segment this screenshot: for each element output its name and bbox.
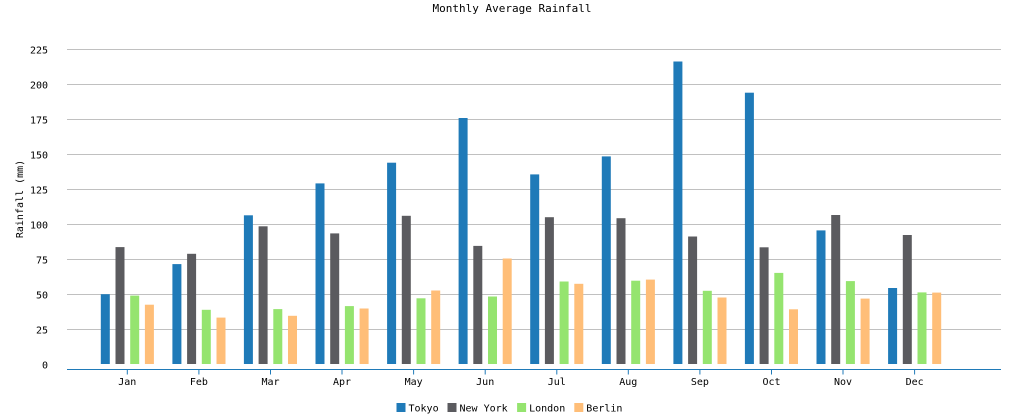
bar-london-apr[interactable] xyxy=(344,306,354,364)
bar-new-york-feb[interactable] xyxy=(187,253,197,364)
y-tick-label: 0 xyxy=(42,361,48,372)
bar-berlin-feb[interactable] xyxy=(216,317,226,364)
bar-tokyo-mar[interactable] xyxy=(243,215,253,364)
bar-tokyo-may[interactable] xyxy=(387,162,397,364)
bar-new-york-jun[interactable] xyxy=(473,245,483,364)
legend-label: New York xyxy=(460,404,508,415)
bar-new-york-nov[interactable] xyxy=(831,215,841,364)
y-tick-label: 175 xyxy=(30,116,48,127)
legend-label: London xyxy=(529,404,565,415)
x-tick-label: Oct xyxy=(762,377,780,388)
y-tick-label: 50 xyxy=(36,291,48,302)
legend-item-berlin[interactable]: Berlin xyxy=(574,403,622,415)
bar-london-aug[interactable] xyxy=(631,280,641,364)
bar-tokyo-apr[interactable] xyxy=(315,183,325,364)
bar-berlin-jan[interactable] xyxy=(144,304,154,364)
chart-title: Monthly Average Rainfall xyxy=(433,2,592,15)
bar-new-york-apr[interactable] xyxy=(330,233,340,364)
bar-tokyo-nov[interactable] xyxy=(816,230,826,364)
bar-berlin-oct[interactable] xyxy=(789,309,798,364)
x-tick-label: Apr xyxy=(333,377,351,388)
bar-london-mar[interactable] xyxy=(273,309,283,364)
x-tick-label: Sep xyxy=(691,377,709,388)
bar-london-nov[interactable] xyxy=(845,281,855,364)
bar-london-sep[interactable] xyxy=(702,290,712,364)
y-tick-label: 75 xyxy=(36,256,48,267)
legend-label: Tokyo xyxy=(409,404,439,415)
legend-item-london[interactable]: London xyxy=(517,403,565,415)
bar-tokyo-feb[interactable] xyxy=(172,264,182,364)
bar-tokyo-dec[interactable] xyxy=(888,288,898,364)
bar-tokyo-sep[interactable] xyxy=(673,61,683,365)
y-tick-label: 125 xyxy=(30,186,48,197)
bar-london-dec[interactable] xyxy=(917,292,927,364)
bar-london-may[interactable] xyxy=(416,298,426,364)
legend-label: Berlin xyxy=(586,404,622,415)
bars xyxy=(100,61,942,365)
x-tick-label: Aug xyxy=(619,377,637,388)
bar-london-oct[interactable] xyxy=(774,272,784,364)
bar-new-york-dec[interactable] xyxy=(902,235,912,364)
x-tick-label: Mar xyxy=(261,377,279,388)
x-tick-label: Nov xyxy=(834,377,852,388)
y-tick-label: 150 xyxy=(30,151,48,162)
legend-swatch xyxy=(517,403,527,412)
bar-tokyo-jul[interactable] xyxy=(530,174,540,364)
bar-berlin-may[interactable] xyxy=(431,290,441,365)
bar-new-york-sep[interactable] xyxy=(688,236,698,365)
bar-berlin-nov[interactable] xyxy=(860,298,870,364)
bar-berlin-mar[interactable] xyxy=(288,315,297,364)
legend-item-tokyo[interactable]: Tokyo xyxy=(396,403,439,415)
y-tick-label: 100 xyxy=(30,221,48,232)
bar-berlin-jul[interactable] xyxy=(574,283,584,364)
legend-swatch xyxy=(447,403,457,412)
bar-new-york-oct[interactable] xyxy=(759,247,769,364)
legend-item-new-york[interactable]: New York xyxy=(447,403,508,415)
bar-london-feb[interactable] xyxy=(201,309,211,364)
bar-london-jun[interactable] xyxy=(488,296,497,365)
x-tick-label: Dec xyxy=(906,377,924,388)
x-tick-labels: Jan Feb Mar Apr May Jun Jul Aug Sep Oct Nov Dec xyxy=(118,369,924,388)
bar-new-york-jan[interactable] xyxy=(115,247,125,364)
x-tick-label: Feb xyxy=(190,377,208,388)
bar-london-jan[interactable] xyxy=(130,295,140,364)
bar-new-york-jul[interactable] xyxy=(544,217,554,364)
y-tick-label: 25 xyxy=(36,326,48,337)
legend-swatch xyxy=(574,403,584,412)
bar-tokyo-oct[interactable] xyxy=(744,92,754,364)
bar-berlin-dec[interactable] xyxy=(932,292,942,364)
bar-tokyo-aug[interactable] xyxy=(601,156,611,364)
x-tick-label: Jun xyxy=(476,377,494,388)
x-tick-label: May xyxy=(405,377,423,388)
legend[interactable]: Tokyo New York London Berlin xyxy=(396,403,623,415)
bar-new-york-aug[interactable] xyxy=(616,218,626,364)
bar-berlin-jun[interactable] xyxy=(502,258,512,365)
bar-new-york-mar[interactable] xyxy=(258,226,268,364)
y-tick-label: 225 xyxy=(30,46,48,57)
bar-tokyo-jan[interactable] xyxy=(100,294,110,364)
y-tick-labels: 0 25 50 75 100 125 150 175 200 225 xyxy=(30,46,48,372)
legend-swatch xyxy=(396,403,406,412)
bar-berlin-aug[interactable] xyxy=(645,279,655,364)
bar-new-york-may[interactable] xyxy=(401,215,411,364)
bar-berlin-sep[interactable] xyxy=(717,297,727,365)
y-axis-label: Rainfall (mm) xyxy=(15,160,26,238)
bar-berlin-apr[interactable] xyxy=(359,308,369,365)
y-tick-label: 200 xyxy=(30,81,48,92)
bar-london-jul[interactable] xyxy=(559,281,569,365)
x-tick-label: Jan xyxy=(118,377,136,388)
bar-tokyo-jun[interactable] xyxy=(458,118,468,364)
x-tick-label: Jul xyxy=(548,377,566,388)
